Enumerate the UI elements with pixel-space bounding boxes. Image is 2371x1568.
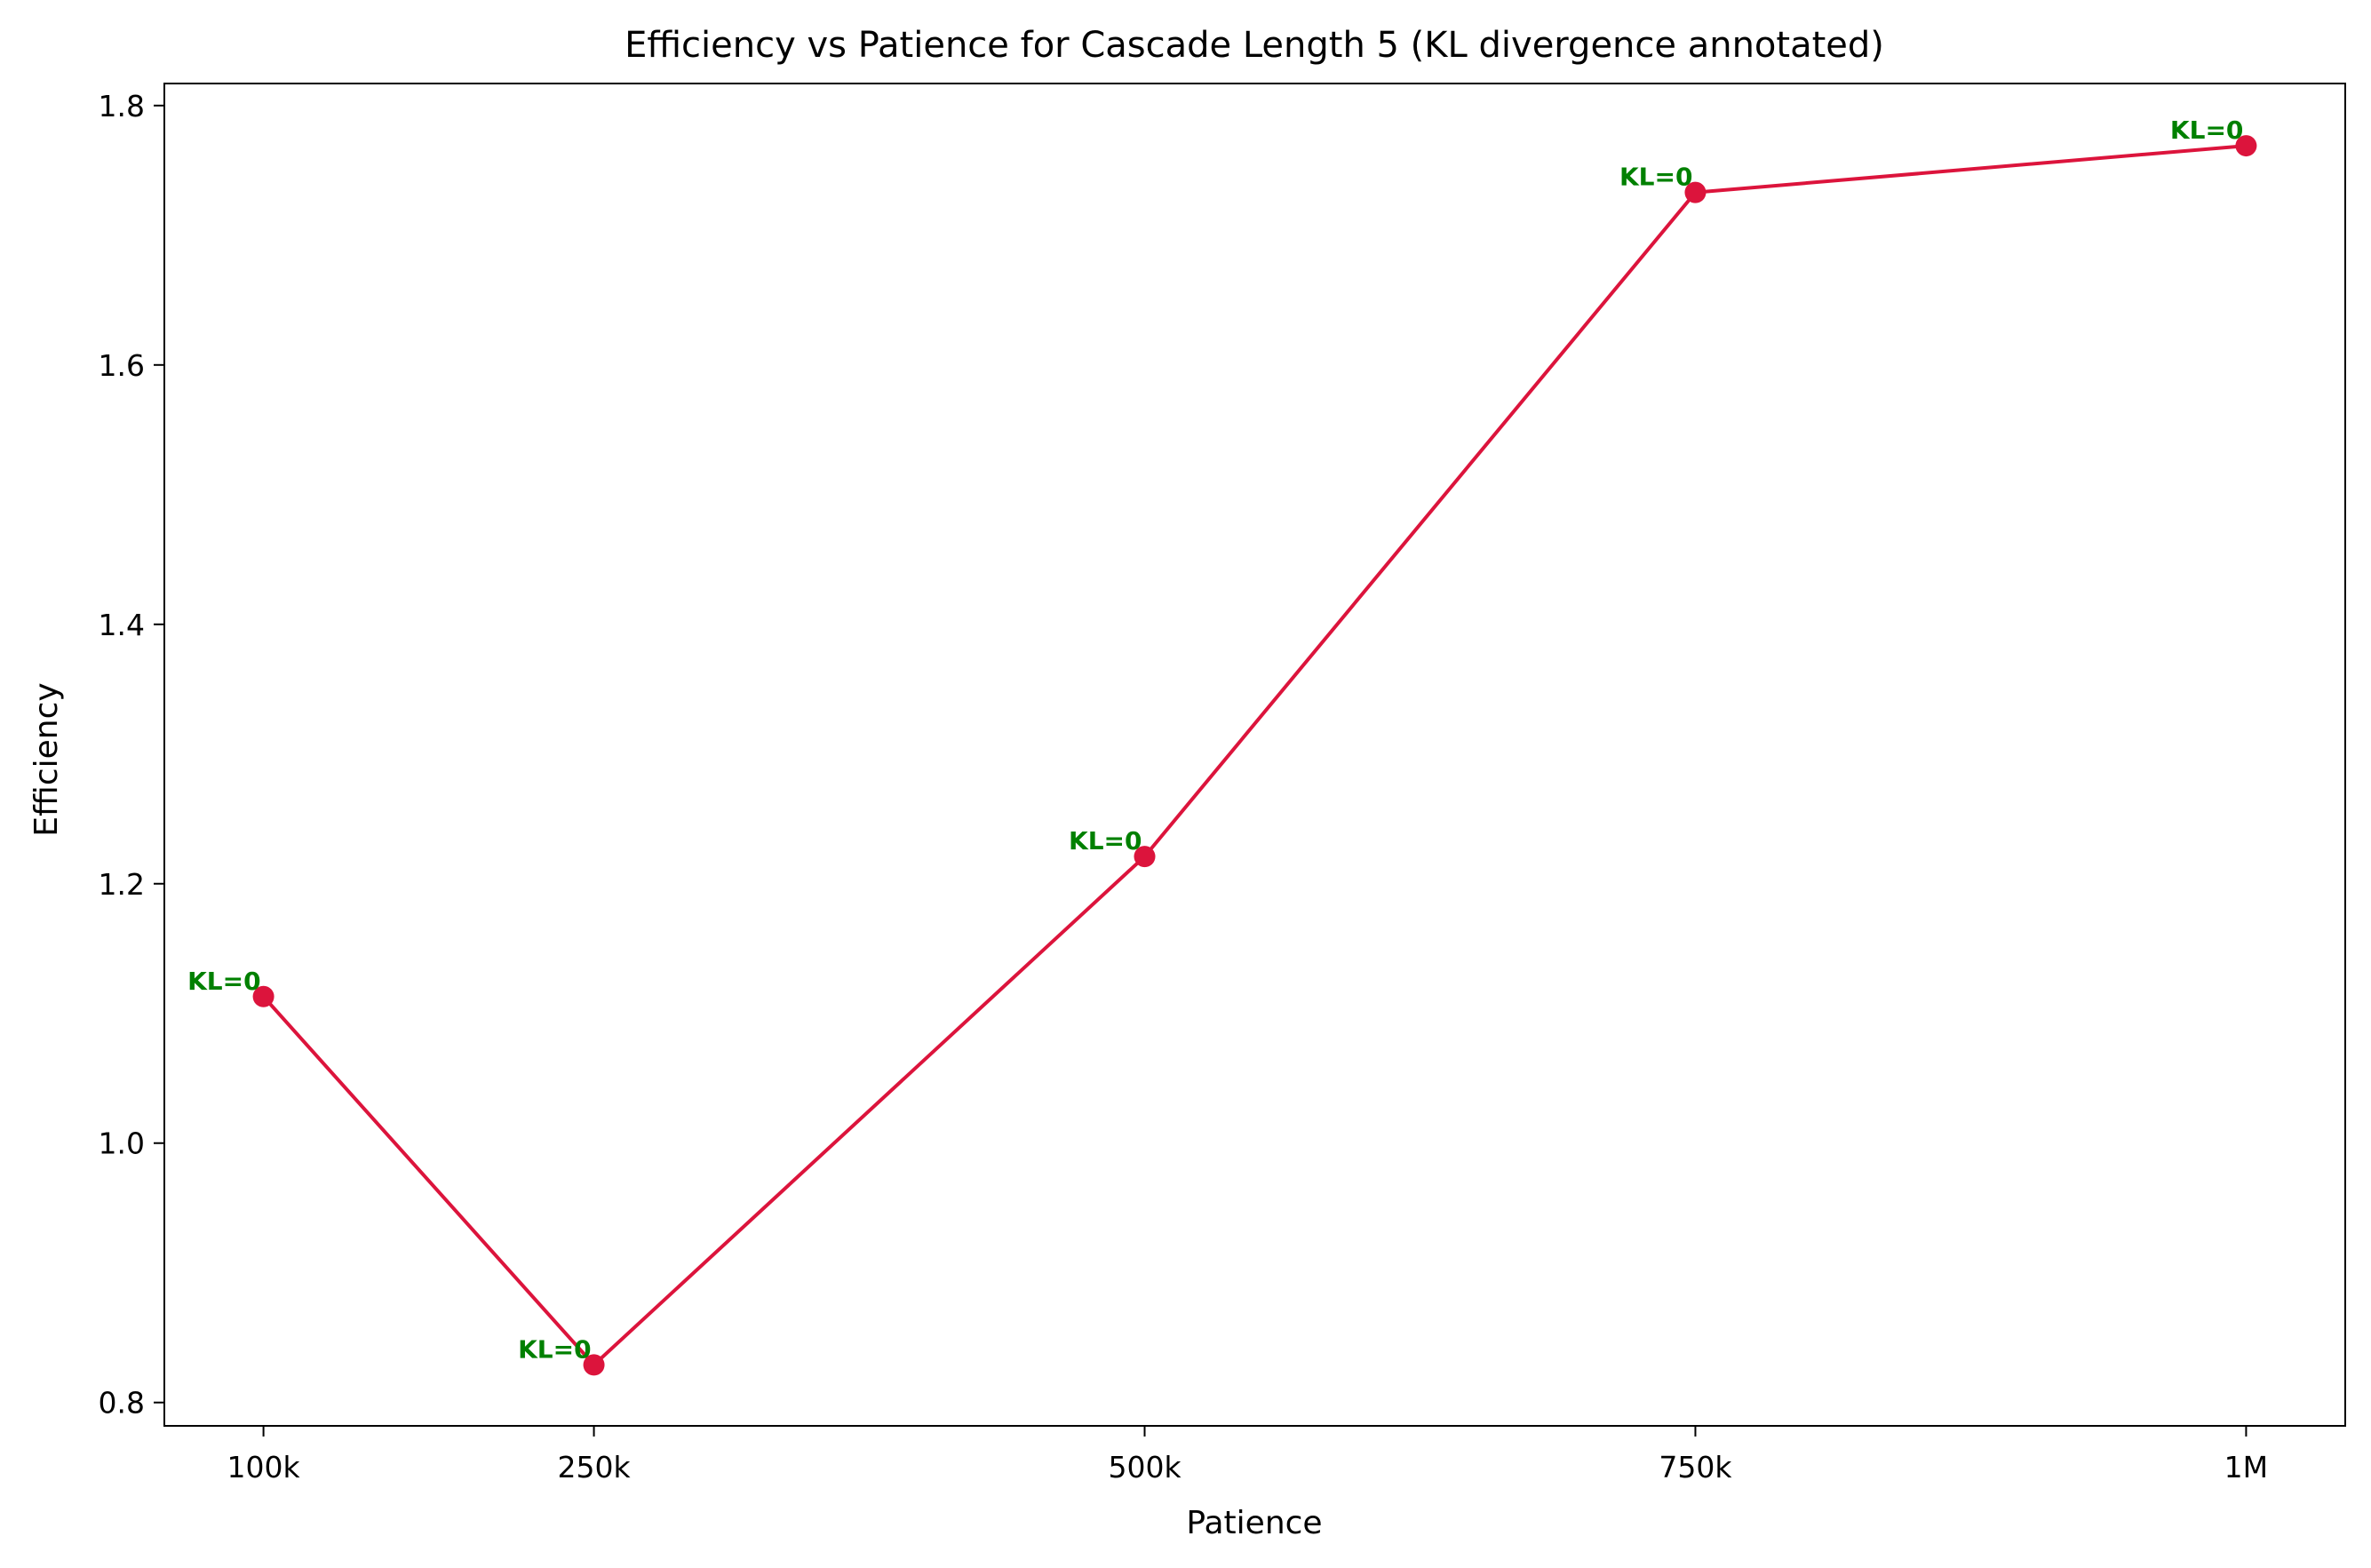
y-tick-label: 1.2 bbox=[99, 867, 145, 902]
x-tick-label: 250k bbox=[558, 1450, 632, 1484]
data-point bbox=[1684, 181, 1707, 203]
plot-area: 100k 250k 500k 750k 1M 0.8 1.0 1.2 1.4 1.6 1.8 KL=0… bbox=[99, 83, 2346, 1484]
y-tick-label: 0.8 bbox=[99, 1386, 145, 1421]
data-point bbox=[583, 1354, 605, 1376]
plot-frame bbox=[163, 83, 2346, 1427]
kl-annotation: KL=0 bbox=[1069, 826, 1142, 856]
kl-annotation: KL=0 bbox=[187, 967, 260, 996]
x-tick-label: 1M bbox=[2224, 1450, 2268, 1484]
data-point bbox=[252, 985, 274, 1007]
x-tick-label: 750k bbox=[1659, 1450, 1732, 1484]
y-tick-label: 1.0 bbox=[99, 1126, 145, 1161]
kl-annotation: KL=0 bbox=[518, 1334, 591, 1364]
series-line bbox=[262, 144, 2247, 1367]
kl-annotation: KL=0 bbox=[1619, 163, 1692, 192]
x-tick-label: 100k bbox=[227, 1450, 301, 1484]
data-point bbox=[1134, 846, 1156, 868]
y-tick-label: 1.4 bbox=[99, 608, 145, 642]
data-point bbox=[2235, 135, 2257, 157]
y-axis-label: Efficiency bbox=[28, 682, 65, 836]
y-tick-label: 1.6 bbox=[99, 348, 145, 383]
chart-title: Efficiency vs Patience for Cascade Lengt… bbox=[625, 25, 1884, 66]
x-axis-label: Patience bbox=[1186, 1505, 1322, 1541]
kl-annotation: KL=0 bbox=[2170, 115, 2243, 145]
x-tick-label: 500k bbox=[1108, 1450, 1182, 1484]
y-tick-label: 1.8 bbox=[99, 89, 145, 123]
